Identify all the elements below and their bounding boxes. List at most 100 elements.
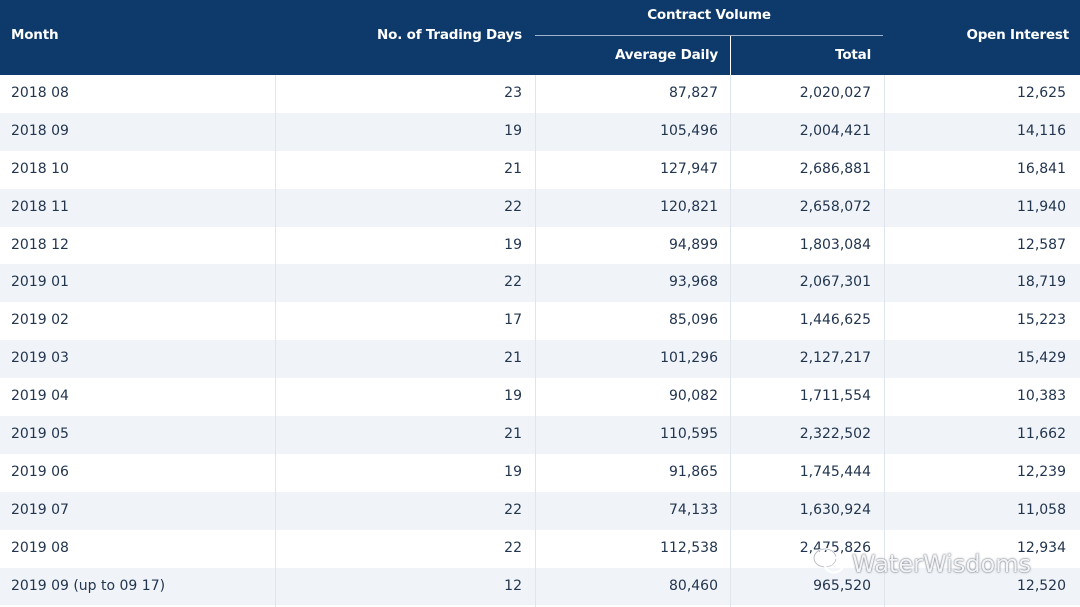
cell-average-daily: 101,296: [660, 350, 718, 367]
table-row: 2019 09 (up to 09 17) 12 80,460 965,520 12,5…: [0, 567, 1080, 606]
cell-month: 2019 08: [11, 539, 69, 556]
cell-total: 2,067,301: [799, 274, 871, 291]
cell-average-daily: 85,096: [669, 312, 718, 329]
column-divider: [275, 75, 276, 607]
cell-trading-days: 17: [504, 312, 522, 329]
cell-total: 1,711,554: [799, 388, 871, 405]
cell-total: 1,745,444: [799, 463, 871, 480]
cell-trading-days: 19: [504, 236, 522, 253]
cell-trading-days: 22: [504, 274, 522, 291]
table-row: 2019 03 21 101,296 2,127,217 15,429: [0, 340, 1080, 379]
cell-total: 2,127,217: [799, 350, 871, 367]
column-divider: [535, 75, 536, 607]
table-row: 2018 08 23 87,827 2,020,027 12,625: [0, 75, 1080, 113]
wechat-icon: [812, 546, 846, 582]
cell-average-daily: 93,968: [669, 274, 718, 291]
cell-total: 2,658,072: [799, 198, 871, 215]
cell-total: 1,630,924: [799, 501, 871, 518]
cell-month: 2019 02: [11, 312, 69, 329]
cell-trading-days: 22: [504, 501, 522, 518]
cell-open-interest: 12,587: [1017, 236, 1066, 253]
table-row: 2019 07 22 74,133 1,630,924 11,058: [0, 491, 1080, 530]
cell-month: 2018 12: [11, 236, 69, 253]
cell-total: 1,446,625: [799, 312, 871, 329]
cell-open-interest: 10,383: [1017, 388, 1066, 405]
cell-average-daily: 91,865: [669, 463, 718, 480]
cell-month: 2018 11: [11, 198, 69, 215]
watermark: WaterWisdoms: [812, 546, 1031, 580]
cell-open-interest: 12,625: [1017, 85, 1066, 101]
watermark-text: WaterWisdoms: [852, 550, 1032, 578]
cell-month: 2019 06: [11, 463, 69, 480]
cell-month: 2018 08: [11, 85, 69, 101]
cell-total: 1,803,084: [799, 236, 871, 253]
cell-average-daily: 120,821: [660, 198, 718, 215]
cell-open-interest: 11,662: [1017, 426, 1066, 443]
cell-trading-days: 22: [504, 198, 522, 215]
table-row: 2019 01 22 93,968 2,067,301 18,719: [0, 264, 1080, 303]
header-column-divider: [730, 36, 731, 75]
cell-open-interest: 12,520: [1017, 577, 1066, 594]
cell-average-daily: 74,133: [669, 501, 718, 518]
header-group-divider: [535, 35, 883, 36]
header-open-interest: Open Interest: [966, 27, 1069, 43]
cell-open-interest: 16,841: [1017, 160, 1066, 177]
cell-trading-days: 21: [504, 350, 522, 367]
cell-month: 2018 09: [11, 122, 69, 139]
table-row: 2019 04 19 90,082 1,711,554 10,383: [0, 378, 1080, 416]
table-row: 2019 02 17 85,096 1,446,625 15,223: [0, 302, 1080, 340]
table-row: 2019 06 19 91,865 1,745,444 12,239: [0, 454, 1080, 492]
header-total: Total: [835, 47, 871, 63]
cell-month: 2019 03: [11, 350, 69, 367]
header-month: Month: [11, 27, 59, 43]
column-divider: [730, 75, 731, 607]
cell-trading-days: 12: [504, 577, 522, 594]
column-divider: [884, 75, 885, 607]
cell-average-daily: 94,899: [669, 236, 718, 253]
cell-average-daily: 112,538: [660, 539, 718, 556]
cell-total: 2,004,421: [799, 122, 871, 139]
header-average-daily: Average Daily: [615, 47, 718, 63]
cell-month: 2019 07: [11, 501, 69, 518]
cell-trading-days: 19: [504, 388, 522, 405]
header-contract-volume: Contract Volume: [647, 7, 771, 23]
cell-open-interest: 12,239: [1017, 463, 1066, 480]
cell-open-interest: 12,934: [1017, 539, 1066, 556]
cell-average-daily: 127,947: [660, 160, 718, 177]
table-row: 2019 05 21 110,595 2,322,502 11,662: [0, 416, 1080, 454]
table-row: 2018 09 19 105,496 2,004,421 14,116: [0, 112, 1080, 151]
cell-month: 2019 04: [11, 388, 69, 405]
cell-month: 2019 09 (up to 09 17): [11, 577, 166, 594]
cell-trading-days: 23: [504, 85, 522, 101]
cell-total: 2,322,502: [799, 426, 871, 443]
table-row: 2018 10 21 127,947 2,686,881 16,841: [0, 151, 1080, 189]
cell-open-interest: 11,058: [1017, 501, 1066, 518]
cell-open-interest: 14,116: [1017, 122, 1066, 139]
header-trading-days: No. of Trading Days: [377, 27, 522, 43]
cell-trading-days: 21: [504, 160, 522, 177]
cell-trading-days: 19: [504, 463, 522, 480]
cell-total: 2,020,027: [799, 85, 871, 101]
cell-average-daily: 87,827: [669, 85, 718, 101]
cell-open-interest: 15,429: [1017, 350, 1066, 367]
cell-trading-days: 19: [504, 122, 522, 139]
cell-month: 2019 01: [11, 274, 69, 291]
cell-average-daily: 110,595: [660, 426, 718, 443]
cell-open-interest: 11,940: [1017, 198, 1066, 215]
cell-total: 2,686,881: [799, 160, 871, 177]
cell-open-interest: 18,719: [1017, 274, 1066, 291]
cell-total: 965,520: [813, 577, 871, 594]
cell-average-daily: 105,496: [660, 122, 718, 139]
cell-open-interest: 15,223: [1017, 312, 1066, 329]
table-body: 2018 08 23 87,827 2,020,027 12,625 2018 09 19 1…: [0, 75, 1080, 606]
table-row: 2018 12 19 94,899 1,803,084 12,587: [0, 227, 1080, 265]
cell-average-daily: 90,082: [669, 388, 718, 405]
cell-trading-days: 22: [504, 539, 522, 556]
cell-month: 2019 05: [11, 426, 69, 443]
cell-month: 2018 10: [11, 160, 69, 177]
cell-trading-days: 21: [504, 426, 522, 443]
table-header: Month No. of Trading Days Contract Volum…: [0, 0, 1080, 75]
cell-average-daily: 80,460: [669, 577, 718, 594]
table-row: 2018 11 22 120,821 2,658,072 11,940: [0, 188, 1080, 227]
